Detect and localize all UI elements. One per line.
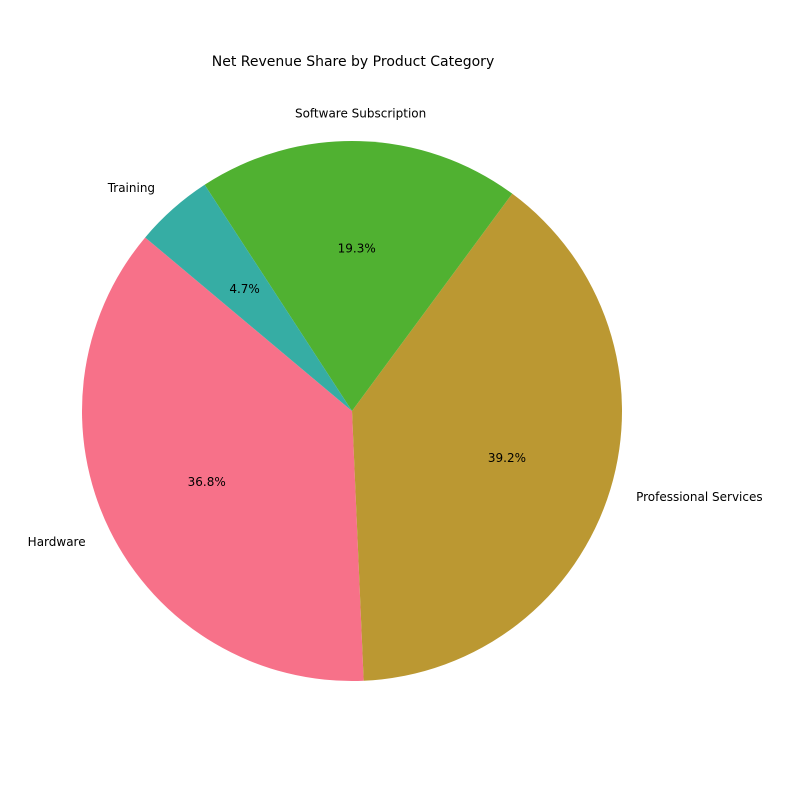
percent-label-software-subscription: 19.3%: [338, 242, 376, 256]
percent-label-hardware: 36.8%: [188, 475, 226, 489]
pie-slice-professional-services: [352, 193, 622, 681]
pie-slice-training: [145, 184, 352, 411]
category-labels: Hardware Professional Services Software Su…: [28, 107, 763, 549]
percent-labels: 36.8% 39.2% 19.3% 4.7%: [188, 242, 526, 490]
pie-slice-software-subscription: [204, 140, 513, 411]
pie-slices: [82, 140, 622, 682]
percent-label-training: 4.7%: [229, 282, 260, 296]
chart-title: Net Revenue Share by Product Category: [212, 54, 494, 70]
percent-label-professional-services: 39.2%: [488, 451, 526, 465]
slice-label-hardware: Hardware: [28, 535, 86, 549]
slice-label-software-subscription: Software Subscription: [295, 107, 426, 121]
slice-label-training: Training: [107, 181, 155, 195]
pie-slice-hardware: [82, 237, 364, 682]
slice-label-professional-services: Professional Services: [636, 490, 763, 504]
